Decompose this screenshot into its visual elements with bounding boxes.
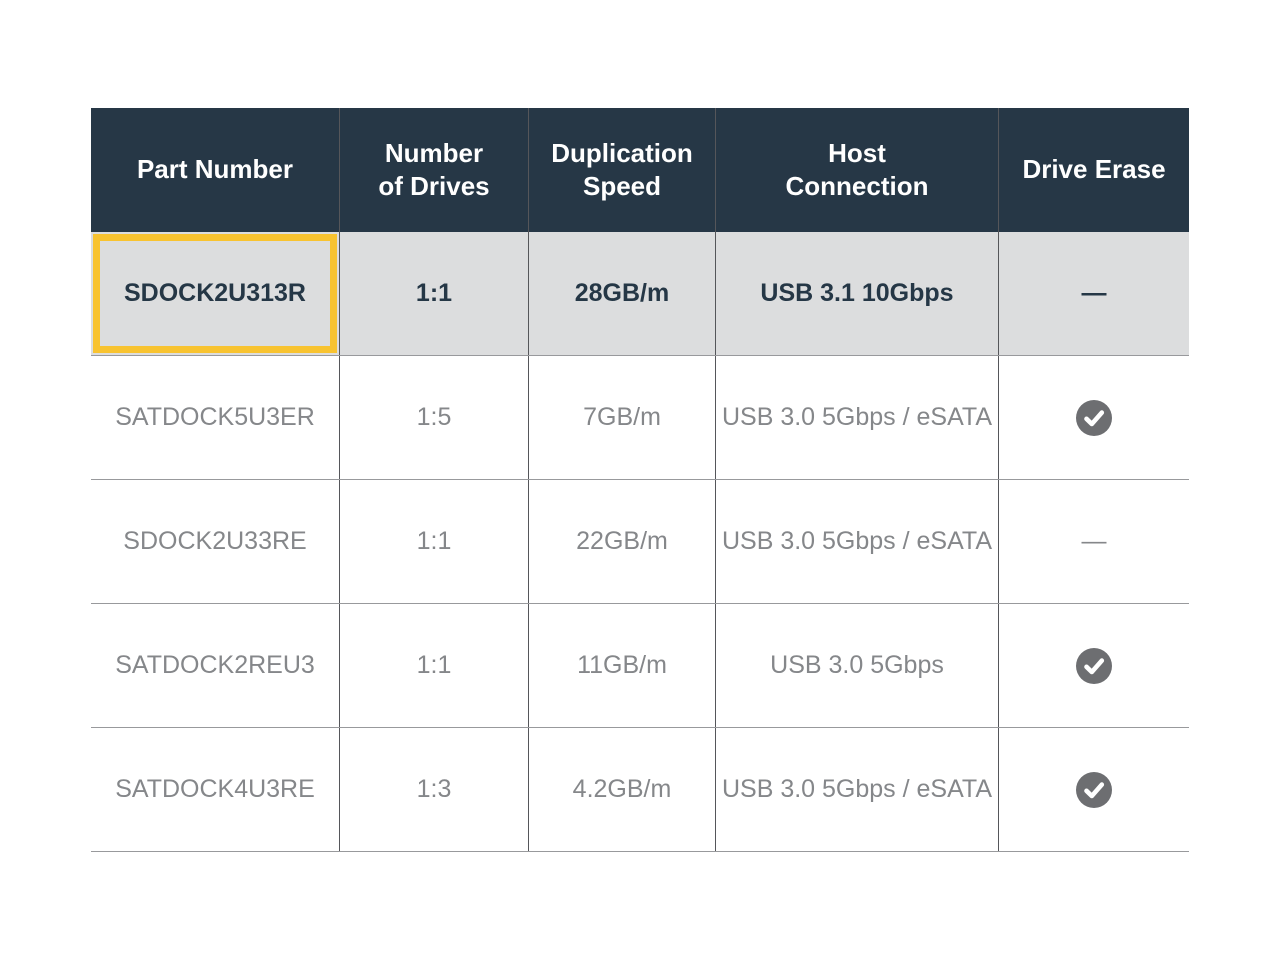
cell-duplication-speed: 7GB/m	[529, 356, 716, 479]
header-cell-duplication-speed: Duplication Speed	[529, 108, 716, 232]
cell-number-of-drives: 1:1	[340, 604, 529, 727]
cell-duplication-speed: 4.2GB/m	[529, 728, 716, 851]
cell-number-of-drives: 1:3	[340, 728, 529, 851]
table-header-row: Part Number Number of Drives Duplication…	[91, 108, 1189, 232]
cell-host-connection: USB 3.0 5Gbps / eSATA	[716, 356, 999, 479]
cell-drive-erase	[999, 356, 1189, 479]
cell-drive-erase	[999, 604, 1189, 727]
cell-part-number: SDOCK2U313R	[91, 232, 340, 355]
table-row: SATDOCK2REU3 1:1 11GB/m USB 3.0 5Gbps	[91, 604, 1189, 728]
part-number-text: SDOCK2U313R	[123, 279, 306, 307]
header-cell-part-number: Part Number	[91, 108, 340, 232]
cell-drive-erase	[999, 728, 1189, 851]
dash-glyph: —	[1081, 527, 1107, 555]
comparison-table: Part Number Number of Drives Duplication…	[91, 108, 1189, 852]
header-cell-drive-erase: Drive Erase	[1022, 154, 1166, 185]
check-circle-icon	[1076, 771, 1112, 808]
dash-glyph: —	[1081, 279, 1107, 307]
table-row: SDOCK2U33RE 1:1 22GB/m USB 3.0 5Gbps / e…	[91, 480, 1189, 604]
cell-drive-erase: —	[999, 480, 1189, 603]
header-cell-host-connection: Host Connection	[716, 108, 999, 232]
cell-host-connection: USB 3.1 10Gbps	[716, 232, 999, 355]
table-row: SATDOCK5U3ER 1:5 7GB/m USB 3.0 5Gbps / e…	[91, 356, 1189, 480]
cell-duplication-speed: 11GB/m	[529, 604, 716, 727]
cell-host-connection: USB 3.0 5Gbps / eSATA	[716, 480, 999, 603]
cell-host-connection: USB 3.0 5Gbps / eSATA	[716, 728, 999, 851]
check-circle-icon	[1076, 647, 1112, 684]
cell-part-number: SDOCK2U33RE	[91, 480, 340, 603]
cell-drive-erase: —	[999, 232, 1189, 355]
cell-number-of-drives: 1:1	[340, 232, 529, 355]
cell-part-number: SATDOCK4U3RE	[91, 728, 340, 851]
cell-host-connection: USB 3.0 5Gbps	[716, 604, 999, 727]
cell-part-number: SATDOCK5U3ER	[91, 356, 340, 479]
table-row: SDOCK2U313R 1:1 28GB/m USB 3.1 10Gbps —	[91, 232, 1189, 356]
cell-duplication-speed: 22GB/m	[529, 480, 716, 603]
cell-duplication-speed: 28GB/m	[529, 232, 716, 355]
cell-number-of-drives: 1:5	[340, 356, 529, 479]
cell-part-number: SATDOCK2REU3	[91, 604, 340, 727]
check-circle-icon	[1076, 399, 1112, 436]
header-cell-number-of-drives: Number of Drives	[340, 108, 529, 232]
cell-number-of-drives: 1:1	[340, 480, 529, 603]
table-row: SATDOCK4U3RE 1:3 4.2GB/m USB 3.0 5Gbps /…	[91, 728, 1189, 852]
